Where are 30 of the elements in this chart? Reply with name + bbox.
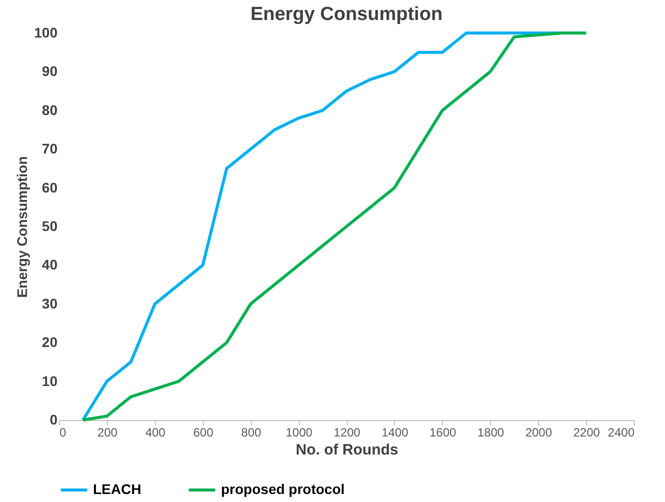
y-tick-label: 40: [42, 256, 58, 273]
x-tick-label: 1800: [477, 426, 504, 440]
x-tick-label: 2400: [608, 426, 635, 440]
y-tick-label: 50: [42, 218, 58, 234]
x-tick-label: 1600: [429, 426, 457, 440]
x-tick-label: 1400: [382, 426, 409, 440]
y-tick-label: 80: [42, 102, 58, 118]
x-tick-label: 600: [193, 426, 214, 440]
x-tick-label: 400: [145, 426, 166, 440]
x-tick-label: 1200: [334, 426, 361, 440]
line-series: [81, 32, 588, 422]
chart-title: Energy Consumption: [250, 4, 443, 25]
y-tick-label: 20: [42, 334, 58, 350]
legend-label: proposed protocol: [221, 481, 345, 497]
y-tick-label: 100: [34, 24, 58, 40]
x-axis-title: No. of Rounds: [296, 442, 398, 458]
legend-label: LEACH: [93, 481, 142, 497]
y-axis-title: Energy Consumption: [14, 156, 30, 298]
y-tick-label: 10: [42, 372, 58, 389]
y-tick-label: 70: [42, 140, 58, 157]
y-tick-label: 90: [42, 63, 58, 80]
x-tick-label: 1000: [286, 426, 313, 440]
x-tick-label: 800: [241, 426, 262, 440]
y-tick-label: 30: [42, 295, 58, 312]
x-tick-label: 2000: [525, 426, 552, 440]
x-tick-label: 0: [60, 426, 66, 440]
x-tick-label: 200: [97, 426, 118, 440]
y-tick-label: 60: [42, 179, 58, 196]
x-tick-label: 2200: [573, 426, 600, 440]
y-tick-label: 0: [50, 412, 58, 428]
